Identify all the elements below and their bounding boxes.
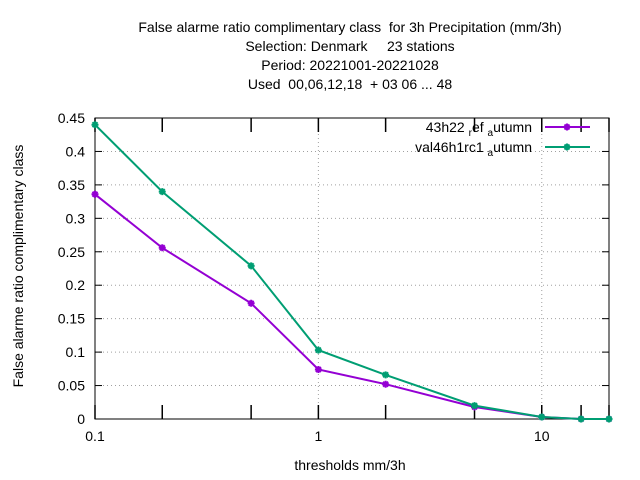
series-group [91, 121, 613, 423]
y-tick-label: 0.15 [58, 311, 85, 327]
data-point-series-2 [247, 262, 255, 270]
legend-marker-1 [563, 123, 571, 131]
data-point-series-2 [605, 415, 613, 423]
data-point-series-1 [91, 190, 99, 198]
x-tick-label: 1 [314, 428, 322, 444]
y-tick-label: 0.05 [58, 378, 85, 394]
y-tick-label: 0.1 [66, 344, 86, 360]
chart-title-line-3: Period: 20221001-20221028 [261, 57, 439, 73]
chart-title-line-1: False alarme ratio complimentary class f… [138, 19, 562, 35]
data-point-series-1 [158, 244, 166, 252]
chart-title-line-4: Used 00,06,12,18 + 03 06 ... 48 [247, 76, 453, 92]
chart-title-line-2: Selection: Denmark 23 stations [245, 38, 455, 54]
plot-border [94, 117, 610, 420]
y-tick-label: 0.25 [58, 244, 85, 260]
y-tick-label: 0.35 [58, 177, 85, 193]
data-point-series-2 [538, 413, 546, 421]
y-tick-label: 0 [77, 411, 85, 427]
y-tick-label: 0.3 [66, 210, 86, 226]
axis-ticks: 0 0.05 0.1 0.15 0.2 0.25 0.3 0.35 0.4 0.45 0.1 1 10 [58, 110, 610, 444]
data-point-series-1 [247, 299, 255, 307]
legend-marker-2 [563, 143, 571, 151]
x-tick-label: 0.1 [85, 428, 105, 444]
y-axis-label: False alarme ratio complimentary class [10, 144, 26, 388]
data-point-series-2 [314, 346, 322, 354]
grid-lines [95, 118, 609, 419]
data-point-series-1 [314, 366, 322, 374]
y-tick-label: 0.4 [66, 143, 86, 159]
y-tick-label: 0.45 [58, 110, 85, 126]
legend-label-1: 43h22 ref autumn [426, 119, 532, 139]
x-axis-label: thresholds mm/3h [294, 457, 406, 473]
legend: 43h22 ref autumn val46h1rc1 autumn [415, 119, 590, 159]
data-point-series-2 [471, 402, 479, 410]
y-tick-label: 0.2 [66, 277, 86, 293]
plot-frame [94, 117, 610, 420]
data-point-series-2 [91, 121, 99, 129]
data-point-series-2 [158, 188, 166, 196]
series-line-2 [94, 123, 609, 420]
legend-label-2: val46h1rc1 autumn [415, 139, 532, 159]
data-point-series-2 [382, 371, 390, 379]
data-point-series-1 [382, 380, 390, 388]
data-point-series-2 [577, 415, 585, 423]
x-tick-label: 10 [534, 428, 550, 444]
